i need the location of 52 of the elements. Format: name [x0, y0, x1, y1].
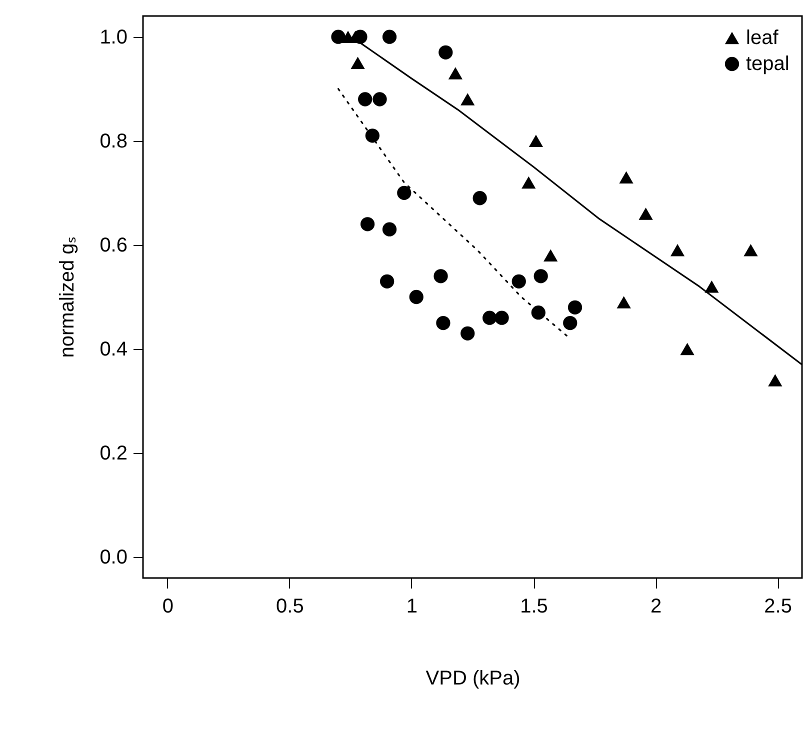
point — [704, 280, 719, 293]
point — [528, 134, 544, 148]
y-tick-label: 0.4 — [100, 338, 128, 361]
point — [522, 176, 536, 189]
point — [472, 191, 487, 206]
point — [358, 92, 372, 106]
y-tick-label: 0.2 — [100, 442, 128, 465]
y-tick-label: 0.6 — [100, 234, 128, 256]
point — [568, 300, 582, 314]
x-tick-label: 0.5 — [276, 596, 304, 618]
x-tick-label: 1 — [406, 596, 418, 618]
point — [372, 92, 387, 106]
legend-label: leaf — [746, 27, 779, 49]
point — [365, 128, 380, 143]
point — [744, 244, 758, 256]
y-tick-label: 1.0 — [100, 26, 128, 48]
point — [619, 171, 634, 184]
point — [534, 269, 548, 284]
point — [531, 306, 546, 320]
point — [460, 326, 475, 340]
point — [768, 374, 782, 386]
x-tick-label: 0 — [162, 596, 174, 618]
point — [382, 222, 397, 236]
point — [409, 290, 424, 304]
point — [616, 296, 631, 308]
point — [482, 310, 497, 325]
x-axis-title: VPD (kPa) — [426, 668, 520, 690]
point — [460, 93, 475, 106]
legend-label: tepal — [746, 53, 790, 75]
point — [331, 30, 346, 44]
point — [382, 30, 397, 44]
point — [494, 310, 509, 325]
x-tick-label: 2.5 — [764, 596, 792, 618]
point — [544, 249, 558, 262]
point — [512, 274, 526, 288]
point — [380, 274, 394, 288]
y-tick-label: 0.8 — [100, 130, 128, 152]
point — [360, 217, 375, 232]
point — [670, 244, 685, 256]
point — [436, 316, 450, 330]
point — [680, 342, 694, 356]
x-tick-label: 1.5 — [520, 596, 548, 618]
y-axis-title: normalized gₛ — [56, 237, 79, 358]
point — [438, 45, 453, 60]
point — [563, 316, 578, 330]
point — [350, 56, 365, 69]
point — [448, 67, 462, 80]
x-tick-label: 2 — [650, 596, 662, 618]
point — [638, 208, 653, 220]
y-tick-label: 0.0 — [100, 546, 128, 569]
point — [397, 186, 412, 200]
point — [434, 269, 448, 284]
